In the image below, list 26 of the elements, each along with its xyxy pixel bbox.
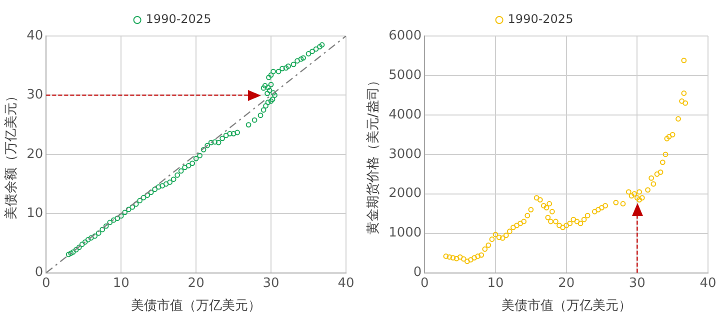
legend-label: 1990-2025 bbox=[508, 12, 574, 26]
y-tick-label: 4000 bbox=[388, 107, 422, 122]
x-tick-label: 10 bbox=[487, 276, 504, 291]
x-tick-label: 30 bbox=[262, 276, 280, 291]
x-tick-label: 40 bbox=[700, 276, 716, 291]
y-tick-label: 1000 bbox=[388, 226, 422, 241]
y-tick-label: 40 bbox=[26, 28, 44, 44]
y-tick-label: 30 bbox=[26, 88, 44, 103]
legend-label: 1990-2025 bbox=[146, 12, 212, 26]
x-tick-label: 20 bbox=[188, 276, 204, 291]
x-tick-label: 20 bbox=[558, 276, 575, 291]
y-axis-title: 美债余额（万亿美元） bbox=[3, 89, 20, 220]
y-tick-label: 2000 bbox=[388, 186, 422, 202]
x-tick-label: 30 bbox=[628, 276, 646, 291]
y-tick-label: 10 bbox=[26, 206, 44, 221]
y-tick-label: 0 bbox=[413, 265, 422, 280]
x-axis-title: 美债市值（万亿美元） bbox=[131, 298, 262, 314]
x-tick-label: 40 bbox=[338, 276, 354, 291]
y-tick-label: 20 bbox=[26, 146, 44, 162]
y-axis-title: 黄金期货价格（美元/盎司） bbox=[365, 74, 382, 235]
y-tick-label: 6000 bbox=[388, 28, 422, 44]
y-tick-label: 5000 bbox=[388, 68, 422, 83]
x-tick-label: 10 bbox=[112, 276, 130, 291]
y-tick-label: 3000 bbox=[388, 146, 422, 162]
y-tick-label: 0 bbox=[34, 265, 44, 280]
x-axis-title: 美债市值（万亿美元） bbox=[501, 298, 632, 314]
